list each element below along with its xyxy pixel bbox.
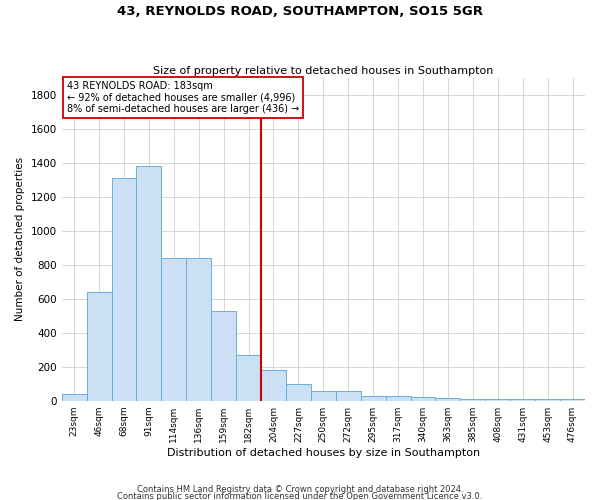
Bar [311,390,336,400]
Bar [112,178,136,400]
Text: 43 REYNOLDS ROAD: 183sqm
← 92% of detached houses are smaller (4,996)
8% of semi: 43 REYNOLDS ROAD: 183sqm ← 92% of detach… [67,81,299,114]
Bar [86,292,112,401]
X-axis label: Distribution of detached houses by size in Southampton: Distribution of detached houses by size … [167,448,480,458]
Bar [261,370,286,400]
Bar [236,355,261,401]
Y-axis label: Number of detached properties: Number of detached properties [15,157,25,322]
Bar [136,166,161,400]
Bar [336,390,361,400]
Bar [460,398,485,400]
Bar [211,310,236,400]
Bar [62,394,86,400]
Bar [161,258,186,400]
Text: 43, REYNOLDS ROAD, SOUTHAMPTON, SO15 5GR: 43, REYNOLDS ROAD, SOUTHAMPTON, SO15 5GR [117,5,483,18]
Bar [485,399,510,400]
Text: Contains public sector information licensed under the Open Government Licence v3: Contains public sector information licen… [118,492,482,500]
Bar [386,396,410,400]
Title: Size of property relative to detached houses in Southampton: Size of property relative to detached ho… [153,66,494,76]
Bar [410,398,436,400]
Text: Contains HM Land Registry data © Crown copyright and database right 2024.: Contains HM Land Registry data © Crown c… [137,486,463,494]
Bar [510,399,535,400]
Bar [286,384,311,400]
Bar [560,399,585,400]
Bar [535,399,560,400]
Bar [436,398,460,400]
Bar [186,258,211,400]
Bar [361,396,386,400]
